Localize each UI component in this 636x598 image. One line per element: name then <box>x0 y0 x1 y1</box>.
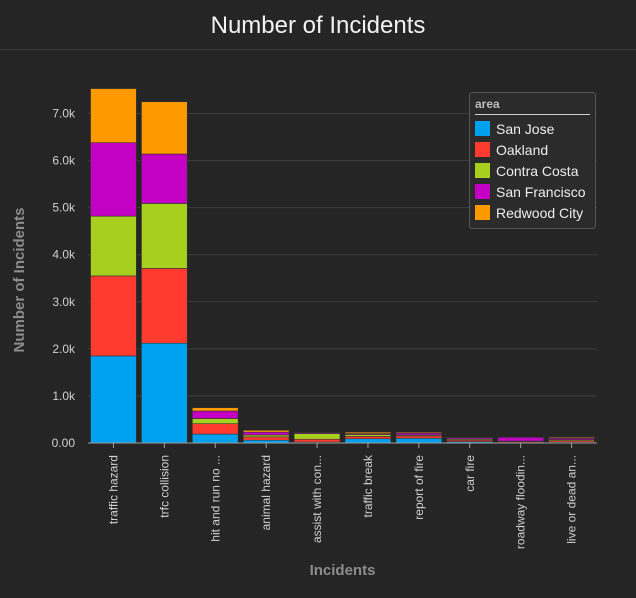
bar-segment[interactable] <box>395 435 443 439</box>
y-axis-title: Number of Incidents <box>11 207 28 352</box>
bar-segment[interactable] <box>192 418 239 425</box>
bar-segment[interactable] <box>192 423 239 435</box>
bar-segment[interactable] <box>497 437 544 442</box>
bar-segment[interactable] <box>192 407 239 412</box>
legend-label: San Francisco <box>496 183 586 200</box>
y-tick-label: 5.0k <box>52 201 76 215</box>
y-tick-label: 0.00 <box>52 436 76 450</box>
x-tick-label: traffic hazard <box>106 455 120 524</box>
legend-label: Oakland <box>496 141 549 158</box>
x-tick-label: report of fire <box>412 455 426 520</box>
y-tick-label: 1.0k <box>52 389 76 403</box>
bar-segment[interactable] <box>293 438 341 443</box>
bar-segment[interactable] <box>90 355 137 444</box>
bar-segment[interactable] <box>344 438 392 444</box>
bar-segment[interactable] <box>395 437 443 444</box>
bar-segment[interactable] <box>293 431 341 433</box>
chart-title: Number of Incidents <box>0 0 636 50</box>
bar-segment[interactable] <box>192 410 239 419</box>
legend-item[interactable]: Redwood City <box>470 202 595 223</box>
bar-segment[interactable] <box>395 431 443 434</box>
legend-label: Contra Costa <box>496 162 579 179</box>
x-tick-label: roadway floodin... <box>514 455 528 549</box>
bar-segment[interactable] <box>141 203 188 269</box>
legend-item[interactable]: San Francisco <box>470 181 595 202</box>
bar-segment[interactable] <box>90 88 137 144</box>
legend-title: area <box>475 97 590 115</box>
bar-segment[interactable] <box>141 268 188 344</box>
bar-segment[interactable] <box>242 431 290 436</box>
x-tick-label: car fire <box>463 455 477 492</box>
x-tick-label: animal hazard <box>259 455 273 530</box>
x-axis-title: Incidents <box>310 562 376 579</box>
y-tick-label: 2.0k <box>52 342 76 356</box>
legend-swatch <box>475 142 490 157</box>
bar-segment[interactable] <box>548 437 595 439</box>
legend-swatch <box>475 184 490 199</box>
x-tick-label: assist with con... <box>310 455 324 543</box>
bar-segment[interactable] <box>141 342 188 444</box>
legend[interactable]: area San Jose Oakland Contra Costa San Fran… <box>469 92 596 229</box>
x-tick-label: hit and run no ... <box>208 455 222 542</box>
legend-item[interactable]: San Jose <box>470 118 595 139</box>
bar-segment[interactable] <box>141 153 188 204</box>
legend-swatch <box>475 163 490 178</box>
bars <box>90 88 595 444</box>
bar-segment[interactable] <box>90 215 137 277</box>
bar-segment[interactable] <box>90 142 137 217</box>
x-tick-label: live or dead an... <box>565 455 579 544</box>
x-axis-ticks: traffic hazard trfc collision hit and run … <box>106 443 579 549</box>
bar-segment[interactable] <box>242 429 290 433</box>
legend-swatch <box>475 121 490 136</box>
legend-label: San Jose <box>496 120 555 137</box>
bar-segment[interactable] <box>446 437 493 439</box>
bar-segment[interactable] <box>90 275 137 357</box>
x-tick-label: traffic break <box>361 454 375 517</box>
y-tick-label: 6.0k <box>52 154 76 168</box>
bar-segment[interactable] <box>192 433 239 444</box>
legend-item[interactable]: Contra Costa <box>470 160 595 181</box>
legend-item[interactable]: Oakland <box>470 139 595 160</box>
legend-swatch <box>475 205 490 220</box>
x-tick-label: trfc collision <box>157 455 171 518</box>
y-tick-label: 7.0k <box>52 107 76 121</box>
y-tick-label: 4.0k <box>52 248 76 262</box>
bar-segment[interactable] <box>242 436 290 441</box>
y-axis-ticks: 0.00 1.0k 2.0k 3.0k 4.0k 5.0k 6.0k 7.0k <box>52 107 76 450</box>
bar-segment[interactable] <box>293 433 341 440</box>
bar-segment[interactable] <box>141 101 188 155</box>
bar-segment[interactable] <box>344 431 392 434</box>
bar-segment[interactable] <box>344 436 392 440</box>
y-tick-label: 3.0k <box>52 295 76 309</box>
legend-label: Redwood City <box>496 204 584 221</box>
